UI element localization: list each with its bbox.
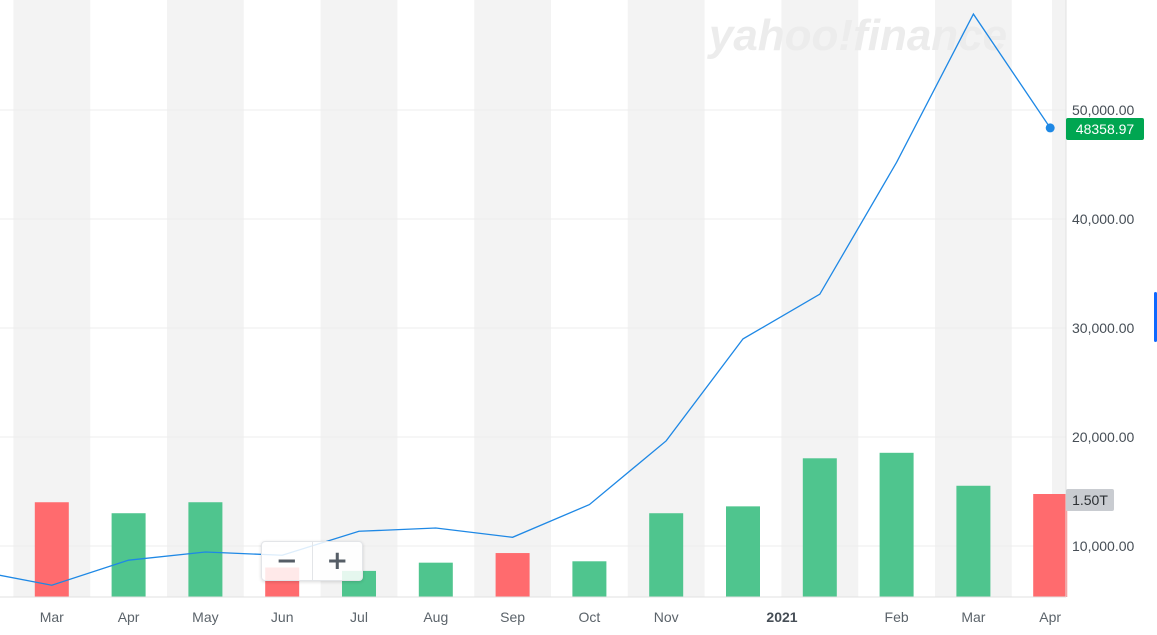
volume-bar (879, 452, 914, 597)
volume-bar (495, 553, 530, 597)
plus-icon: + (326, 546, 349, 576)
volume-bar (418, 562, 453, 597)
volume-bar (649, 513, 684, 597)
price-series-line (0, 12, 1051, 586)
y-tick-label: 40,000.00 (1072, 211, 1134, 227)
x-tick-label: Aug (423, 609, 448, 625)
price-badges: 48358.97 1.50T (1066, 118, 1144, 511)
month-band (1052, 0, 1066, 597)
x-tick-label: May (192, 609, 218, 625)
x-tick-label: Nov (654, 609, 679, 625)
volume-bar (111, 513, 146, 597)
gridlines (0, 109, 1066, 547)
x-tick-label: Apr (118, 609, 140, 625)
price-badge (1066, 118, 1144, 140)
month-band (474, 0, 551, 597)
volume-bar (726, 506, 760, 597)
y-tick-label: 10,000.00 (1072, 538, 1134, 554)
month-band (13, 0, 91, 597)
volume-bar (1033, 494, 1068, 597)
month-bands (13, 0, 1066, 597)
x-tick-label: Jun (271, 609, 294, 625)
volume-bars (34, 452, 1068, 597)
price-line (0, 12, 1055, 586)
x-tick-label: Jul (350, 609, 368, 625)
y-tick-label: 30,000.00 (1072, 320, 1134, 336)
y-tick-label: 20,000.00 (1072, 429, 1134, 445)
volume-bar (572, 561, 607, 597)
x-tick-label: Apr (1039, 609, 1061, 625)
x-tick-label: Mar (961, 609, 985, 625)
volume-bar (956, 485, 991, 597)
x-axis: Mar Apr May Jun Jul Aug Sep Oct Nov 2021 Feb Mar Apr (40, 609, 1062, 625)
month-band (167, 0, 244, 597)
volume-badge-label: 1.50T (1072, 492, 1108, 508)
yahoo-finance-watermark: yahoo!finance (707, 11, 1007, 60)
last-price-point (1045, 123, 1055, 133)
minus-icon: − (275, 546, 298, 576)
volume-badge (1066, 489, 1114, 511)
x-tick-label: Sep (500, 609, 525, 625)
x-tick-label: Mar (40, 609, 64, 625)
month-band (627, 0, 705, 597)
zoom-in-button[interactable]: + (311, 542, 363, 580)
y-tick-label: 50,000.00 (1072, 102, 1134, 118)
x-tick-label: Oct (579, 609, 601, 625)
x-tick-label: 2021 (766, 609, 797, 625)
scrollbar-edge[interactable] (1154, 292, 1157, 342)
price-badge-label: 48358.97 (1076, 121, 1135, 137)
volume-bar (188, 502, 223, 597)
volume-bar (802, 458, 837, 597)
x-tick-label: Feb (885, 609, 909, 625)
zoom-control: − + (261, 541, 363, 581)
month-band (320, 0, 398, 597)
zoom-out-button[interactable]: − (262, 542, 312, 580)
y-axis: 10,000.00 20,000.00 30,000.00 40,000.00 50,0… (0, 0, 1134, 598)
